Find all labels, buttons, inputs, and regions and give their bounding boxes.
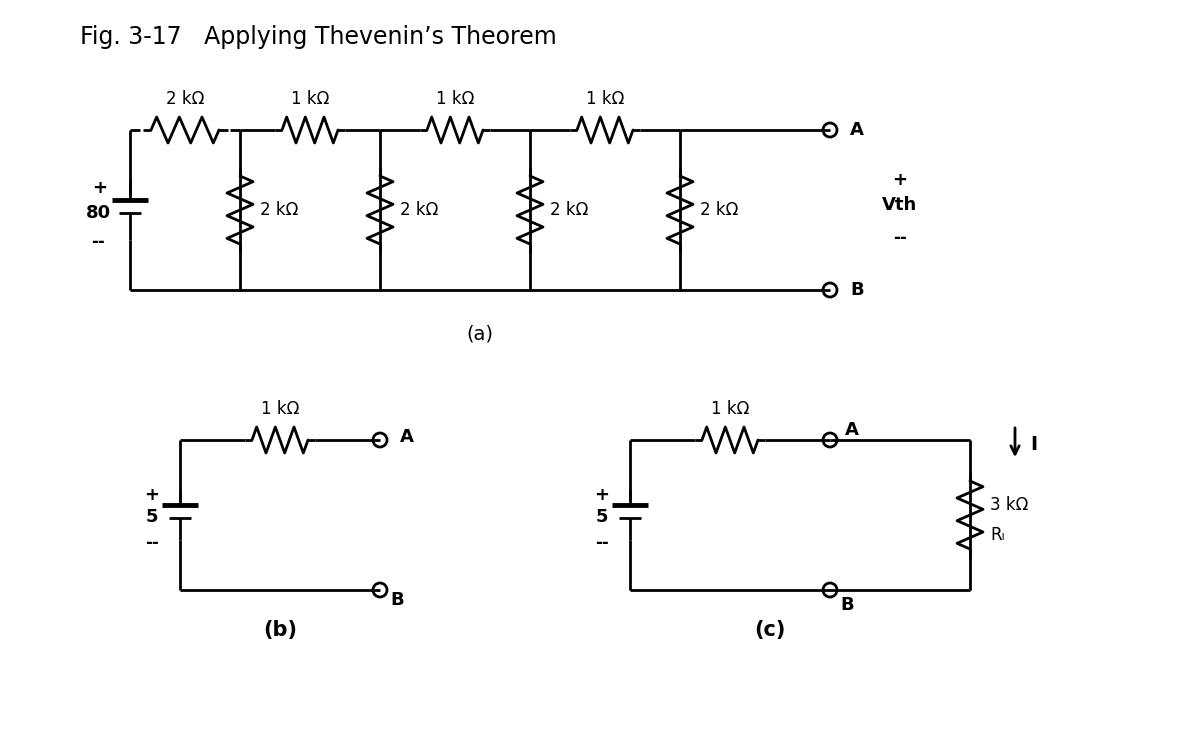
Text: 3 kΩ: 3 kΩ <box>990 496 1028 514</box>
Text: +: + <box>144 486 160 504</box>
Text: 2 kΩ: 2 kΩ <box>550 201 588 219</box>
Text: 1 kΩ: 1 kΩ <box>586 90 624 108</box>
Text: 5: 5 <box>595 508 608 526</box>
Text: +: + <box>893 171 907 189</box>
Text: 1 kΩ: 1 kΩ <box>436 90 474 108</box>
Text: 2 kΩ: 2 kΩ <box>400 201 438 219</box>
Text: Fig. 3-17   Applying Thevenin’s Theorem: Fig. 3-17 Applying Thevenin’s Theorem <box>80 25 557 49</box>
Text: +: + <box>92 179 108 197</box>
Text: (c): (c) <box>755 620 786 640</box>
Text: Rₗ: Rₗ <box>990 526 1004 544</box>
Text: 2 kΩ: 2 kΩ <box>700 201 738 219</box>
Text: A: A <box>400 428 414 446</box>
Text: 2 kΩ: 2 kΩ <box>260 201 299 219</box>
Text: 1 kΩ: 1 kΩ <box>260 400 299 418</box>
Text: --: -- <box>91 233 104 251</box>
Text: A: A <box>850 121 864 139</box>
Text: --: -- <box>145 534 158 552</box>
Text: B: B <box>840 596 853 614</box>
Text: 5: 5 <box>145 508 158 526</box>
Text: B: B <box>390 591 403 609</box>
Text: A: A <box>845 421 859 439</box>
Text: --: -- <box>595 534 608 552</box>
Text: 2 kΩ: 2 kΩ <box>166 90 204 108</box>
Text: (b): (b) <box>263 620 298 640</box>
Text: Vth: Vth <box>882 196 918 214</box>
Text: 1 kΩ: 1 kΩ <box>710 400 749 418</box>
Text: (a): (a) <box>467 325 493 344</box>
Text: B: B <box>850 281 864 299</box>
Text: I: I <box>1030 436 1037 455</box>
Text: +: + <box>594 486 610 504</box>
Text: 80: 80 <box>85 204 110 222</box>
Text: --: -- <box>893 229 907 247</box>
Text: 1 kΩ: 1 kΩ <box>290 90 329 108</box>
